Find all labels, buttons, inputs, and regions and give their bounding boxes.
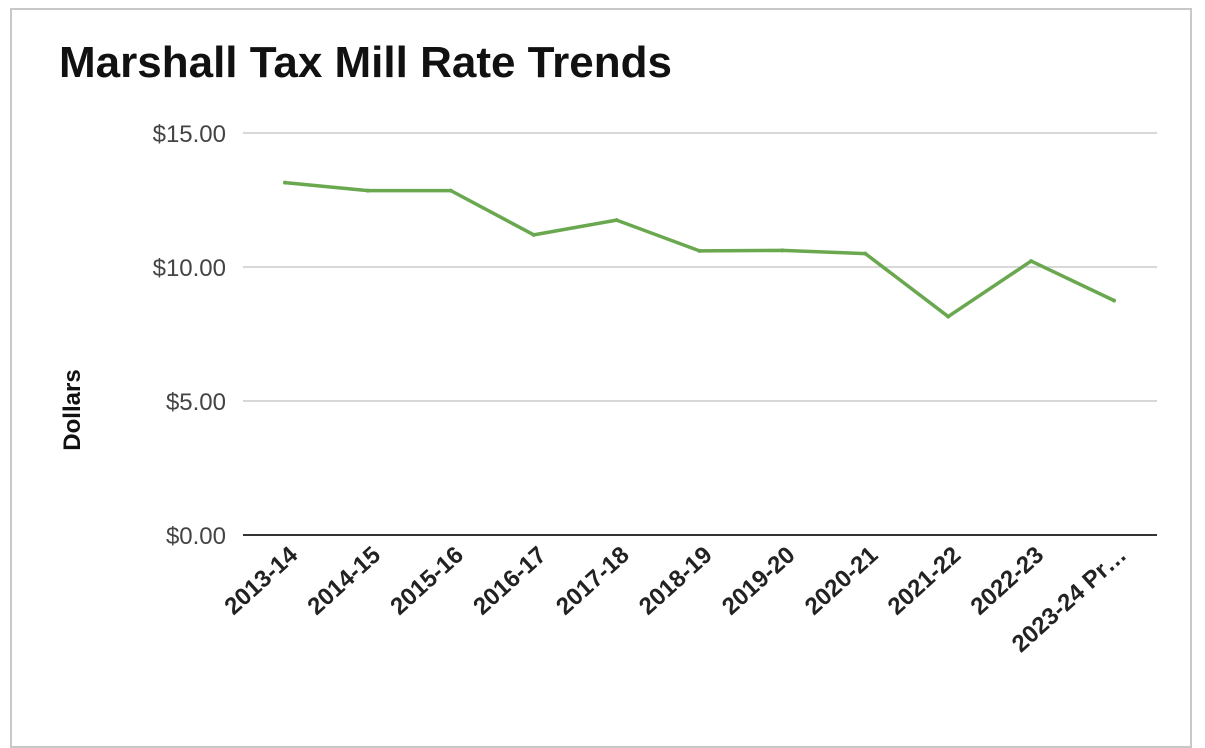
x-tick-label: 2013-14 — [219, 541, 303, 620]
data-point[interactable] — [366, 189, 370, 193]
x-axis-ticks: 2013-14 2014-15 2015-16 2016-17 2017-18 2018-… — [219, 541, 1132, 658]
data-point[interactable] — [615, 218, 619, 222]
gridlines — [243, 133, 1157, 535]
x-tick-label: 2016-17 — [468, 541, 552, 620]
x-tick-label: 2019-20 — [717, 541, 801, 620]
x-tick-label: 2021-22 — [883, 541, 967, 620]
x-tick-label: 2017-18 — [551, 541, 635, 620]
data-point[interactable] — [780, 248, 784, 252]
data-point[interactable] — [698, 249, 702, 253]
y-tick-label: $0.00 — [166, 523, 226, 550]
x-tick-label: 2014-15 — [302, 541, 386, 620]
data-point[interactable] — [1112, 299, 1116, 303]
data-point[interactable] — [449, 189, 453, 193]
data-point[interactable] — [1029, 259, 1033, 263]
x-tick-label: 2020-21 — [800, 541, 884, 620]
data-point[interactable] — [946, 315, 950, 319]
line-chart: $0.00$5.00$10.00$15.00 Dollars 2013-14 20… — [0, 0, 1205, 726]
series-layer — [283, 181, 1116, 319]
data-point[interactable] — [863, 252, 867, 256]
data-point[interactable] — [283, 181, 287, 185]
y-axis-label: Dollars — [59, 369, 86, 450]
x-tick-label: 2022-23 — [966, 541, 1050, 620]
x-tick-label: 2018-19 — [634, 541, 718, 620]
y-tick-label: $15.00 — [153, 121, 226, 148]
data-point[interactable] — [532, 233, 536, 237]
y-tick-label: $5.00 — [166, 389, 226, 416]
y-axis-ticks: $0.00 $5.00 $10.00 $15.00 — [153, 121, 226, 550]
x-tick-label: 2015-16 — [385, 541, 469, 620]
y-tick-label: $10.00 — [153, 255, 226, 282]
